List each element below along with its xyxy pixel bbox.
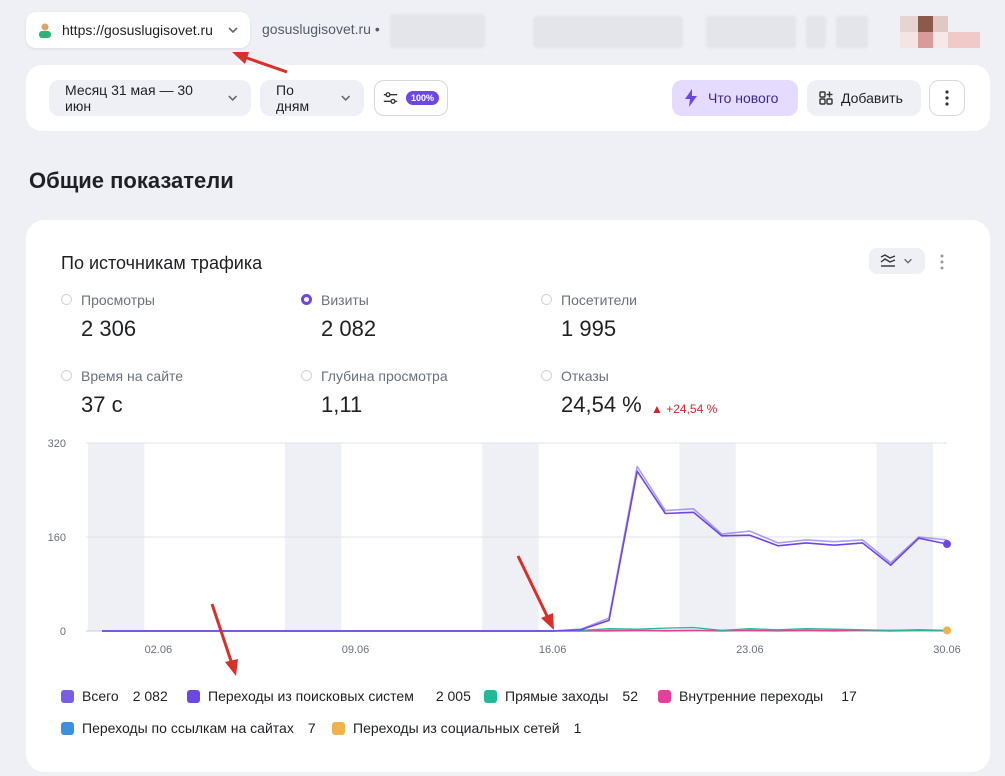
metric-radio[interactable] <box>61 294 72 305</box>
metric-value: 1,11 <box>321 392 363 417</box>
legend-label: Переходы из социальных сетей <box>353 720 560 736</box>
metric-label: Визиты <box>321 292 369 308</box>
grouping-label: По дням <box>276 82 310 114</box>
checkbox-icon[interactable] <box>61 689 74 703</box>
period-selector[interactable]: Месяц 31 мая — 30 июн <box>49 80 251 116</box>
legend-item[interactable]: Переходы по ссылкам на сайтах 7 <box>61 720 316 736</box>
legend-value: 1 <box>573 720 582 736</box>
metric-value: 2 306 <box>81 316 137 341</box>
more-options-button[interactable] <box>929 80 965 116</box>
section-title: Общие показатели <box>29 168 234 193</box>
metric-value: 1 995 <box>561 316 617 341</box>
legend-item[interactable]: Прямые заходы 52 <box>484 688 638 704</box>
bounce-rate-delta: ▲ +24,54 % <box>651 402 717 416</box>
checkbox-icon[interactable] <box>658 689 671 703</box>
add-label: Добавить <box>841 90 903 106</box>
legend-label: Переходы по ссылкам на сайтах <box>82 720 294 736</box>
whats-new-button[interactable]: Что нового <box>672 80 798 116</box>
metric-label: Просмотры <box>81 292 155 308</box>
x-tick-label: 30.06 <box>933 644 961 656</box>
chevron-down-icon <box>228 27 238 34</box>
metric-radio[interactable] <box>301 294 312 305</box>
redacted-area <box>390 14 485 48</box>
checkbox-icon[interactable] <box>332 721 345 735</box>
legend-item[interactable]: Переходы из поисковых систем 2 005 <box>187 688 471 704</box>
x-tick-label: 23.06 <box>736 644 764 656</box>
area-chart-icon <box>880 254 896 267</box>
legend-item[interactable]: Всего 2 082 <box>61 688 168 704</box>
chevron-down-icon <box>904 258 912 264</box>
legend-item[interactable]: Переходы из социальных сетей 1 <box>332 720 581 736</box>
y-tick-label: 320 <box>48 438 66 450</box>
redacted-area <box>806 16 826 48</box>
metric-radio[interactable] <box>541 370 552 381</box>
site-selector[interactable]: https://gosuslugisovet.ru <box>26 12 250 48</box>
widget-title: По источникам трафика <box>61 253 263 273</box>
x-tick-label: 02.06 <box>145 644 173 656</box>
grouping-selector[interactable]: По дням <box>260 80 364 116</box>
whats-new-label: Что нового <box>708 90 779 106</box>
top-bar: https://gosuslugisovet.ru gosuslugisovet… <box>0 0 1005 62</box>
period-label: Месяц 31 мая — 30 июн <box>65 82 193 114</box>
report-toolbar: Месяц 31 мая — 30 июн По дням 100% Что н… <box>26 65 990 131</box>
legend-label: Переходы из поисковых систем <box>208 688 414 704</box>
legend-label: Внутренние переходы <box>679 688 824 704</box>
metric-value: 37 с <box>81 392 123 417</box>
redacted-area <box>836 16 868 48</box>
metric-value: 2 082 <box>321 316 377 341</box>
sampling-filter-button[interactable]: 100% <box>374 80 448 116</box>
legend-value: 2 005 <box>435 688 471 704</box>
metric-value: 24,54 % <box>561 392 642 417</box>
add-widget-icon <box>819 91 833 105</box>
checkbox-icon[interactable] <box>61 721 74 735</box>
redacted-area <box>533 16 683 48</box>
chevron-down-icon <box>227 95 237 101</box>
avatar[interactable] <box>900 16 980 48</box>
redacted-area <box>706 16 796 48</box>
metric-label: Посетители <box>561 292 637 308</box>
site-favicon-icon <box>39 23 51 38</box>
legend-label: Прямые заходы <box>505 688 609 704</box>
y-tick-label: 160 <box>48 532 66 544</box>
legend-value: 52 <box>622 688 638 704</box>
chevron-down-icon <box>340 95 350 102</box>
add-button[interactable]: Добавить <box>807 80 921 116</box>
checkbox-icon[interactable] <box>187 689 200 703</box>
y-tick-label: 0 <box>60 626 66 638</box>
legend-value: 7 <box>307 720 316 736</box>
widget-more-icon[interactable] <box>938 253 946 271</box>
x-tick-label: 16.06 <box>539 644 567 656</box>
sampling-badge: 100% <box>405 91 439 105</box>
more-vertical-icon <box>945 90 949 106</box>
metric-label: Глубина просмотра <box>321 368 448 384</box>
metric-radio[interactable] <box>61 370 72 381</box>
traffic-chart: 320 160 0 02.06 09.06 16.06 23.06 30.06 <box>48 438 961 656</box>
metric-radio[interactable] <box>541 294 552 305</box>
x-tick-label: 09.06 <box>342 644 370 656</box>
legend-label: Всего <box>82 688 119 704</box>
sliders-icon <box>383 92 398 104</box>
lightning-icon <box>685 89 697 107</box>
site-name: gosuslugisovet.ru • <box>262 21 380 37</box>
traffic-sources-widget: По источникам трафика Просмотры 2 306 Ви… <box>26 220 990 772</box>
metric-label: Отказы <box>561 368 609 384</box>
delta-value: +24,54 % <box>666 402 718 416</box>
up-triangle-icon: ▲ <box>651 402 663 416</box>
series-line <box>102 470 948 632</box>
legend-value: 2 082 <box>132 688 168 704</box>
legend-value: 17 <box>841 688 857 704</box>
legend-item[interactable]: Внутренние переходы 17 <box>658 688 857 704</box>
series-end-marker <box>943 626 951 635</box>
series-end-marker <box>943 540 951 549</box>
site-url: https://gosuslugisovet.ru <box>62 22 213 38</box>
chart-view-selector[interactable] <box>869 248 925 274</box>
metric-radio[interactable] <box>301 370 312 381</box>
checkbox-icon[interactable] <box>484 689 497 703</box>
metric-label: Время на сайте <box>81 368 184 384</box>
